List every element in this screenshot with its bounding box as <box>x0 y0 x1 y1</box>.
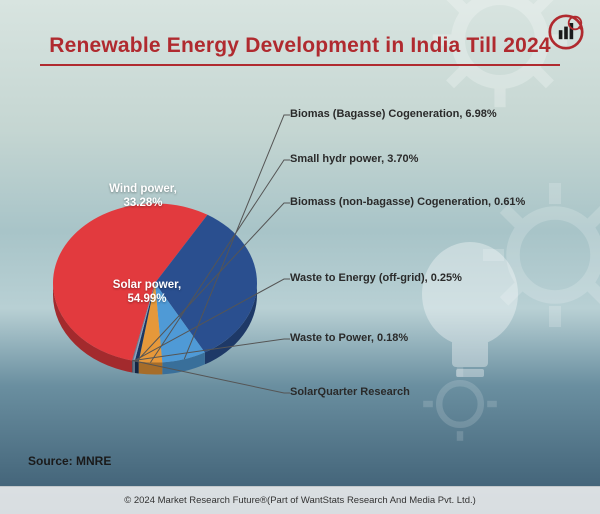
ext-label: Biomass (non-bagasse) Cogeneration, 0.61… <box>290 196 525 208</box>
footer-copyright: © 2024 Market Research Future®(Part of W… <box>0 486 600 514</box>
ext-label: Waste to Energy (off-grid), 0.25% <box>290 272 462 284</box>
title-underline <box>40 64 560 66</box>
source-label: Source: MNRE <box>28 454 111 468</box>
chart-title: Renewable Energy Development in India Ti… <box>0 34 600 58</box>
pie-chart: Wind power,33.28% Solar power,54.99% Bio… <box>30 98 570 438</box>
ext-label: Biomas (Bagasse) Cogeneration, 6.98% <box>290 108 497 120</box>
ext-label: Waste to Power, 0.18% <box>290 332 408 344</box>
slice-label-wind: Wind power,33.28% <box>88 182 198 211</box>
ext-label: Small hydr power, 3.70% <box>290 153 418 165</box>
ext-label: SolarQuarter Research <box>290 386 410 398</box>
slice-label-solar: Solar power,54.99% <box>92 278 202 307</box>
